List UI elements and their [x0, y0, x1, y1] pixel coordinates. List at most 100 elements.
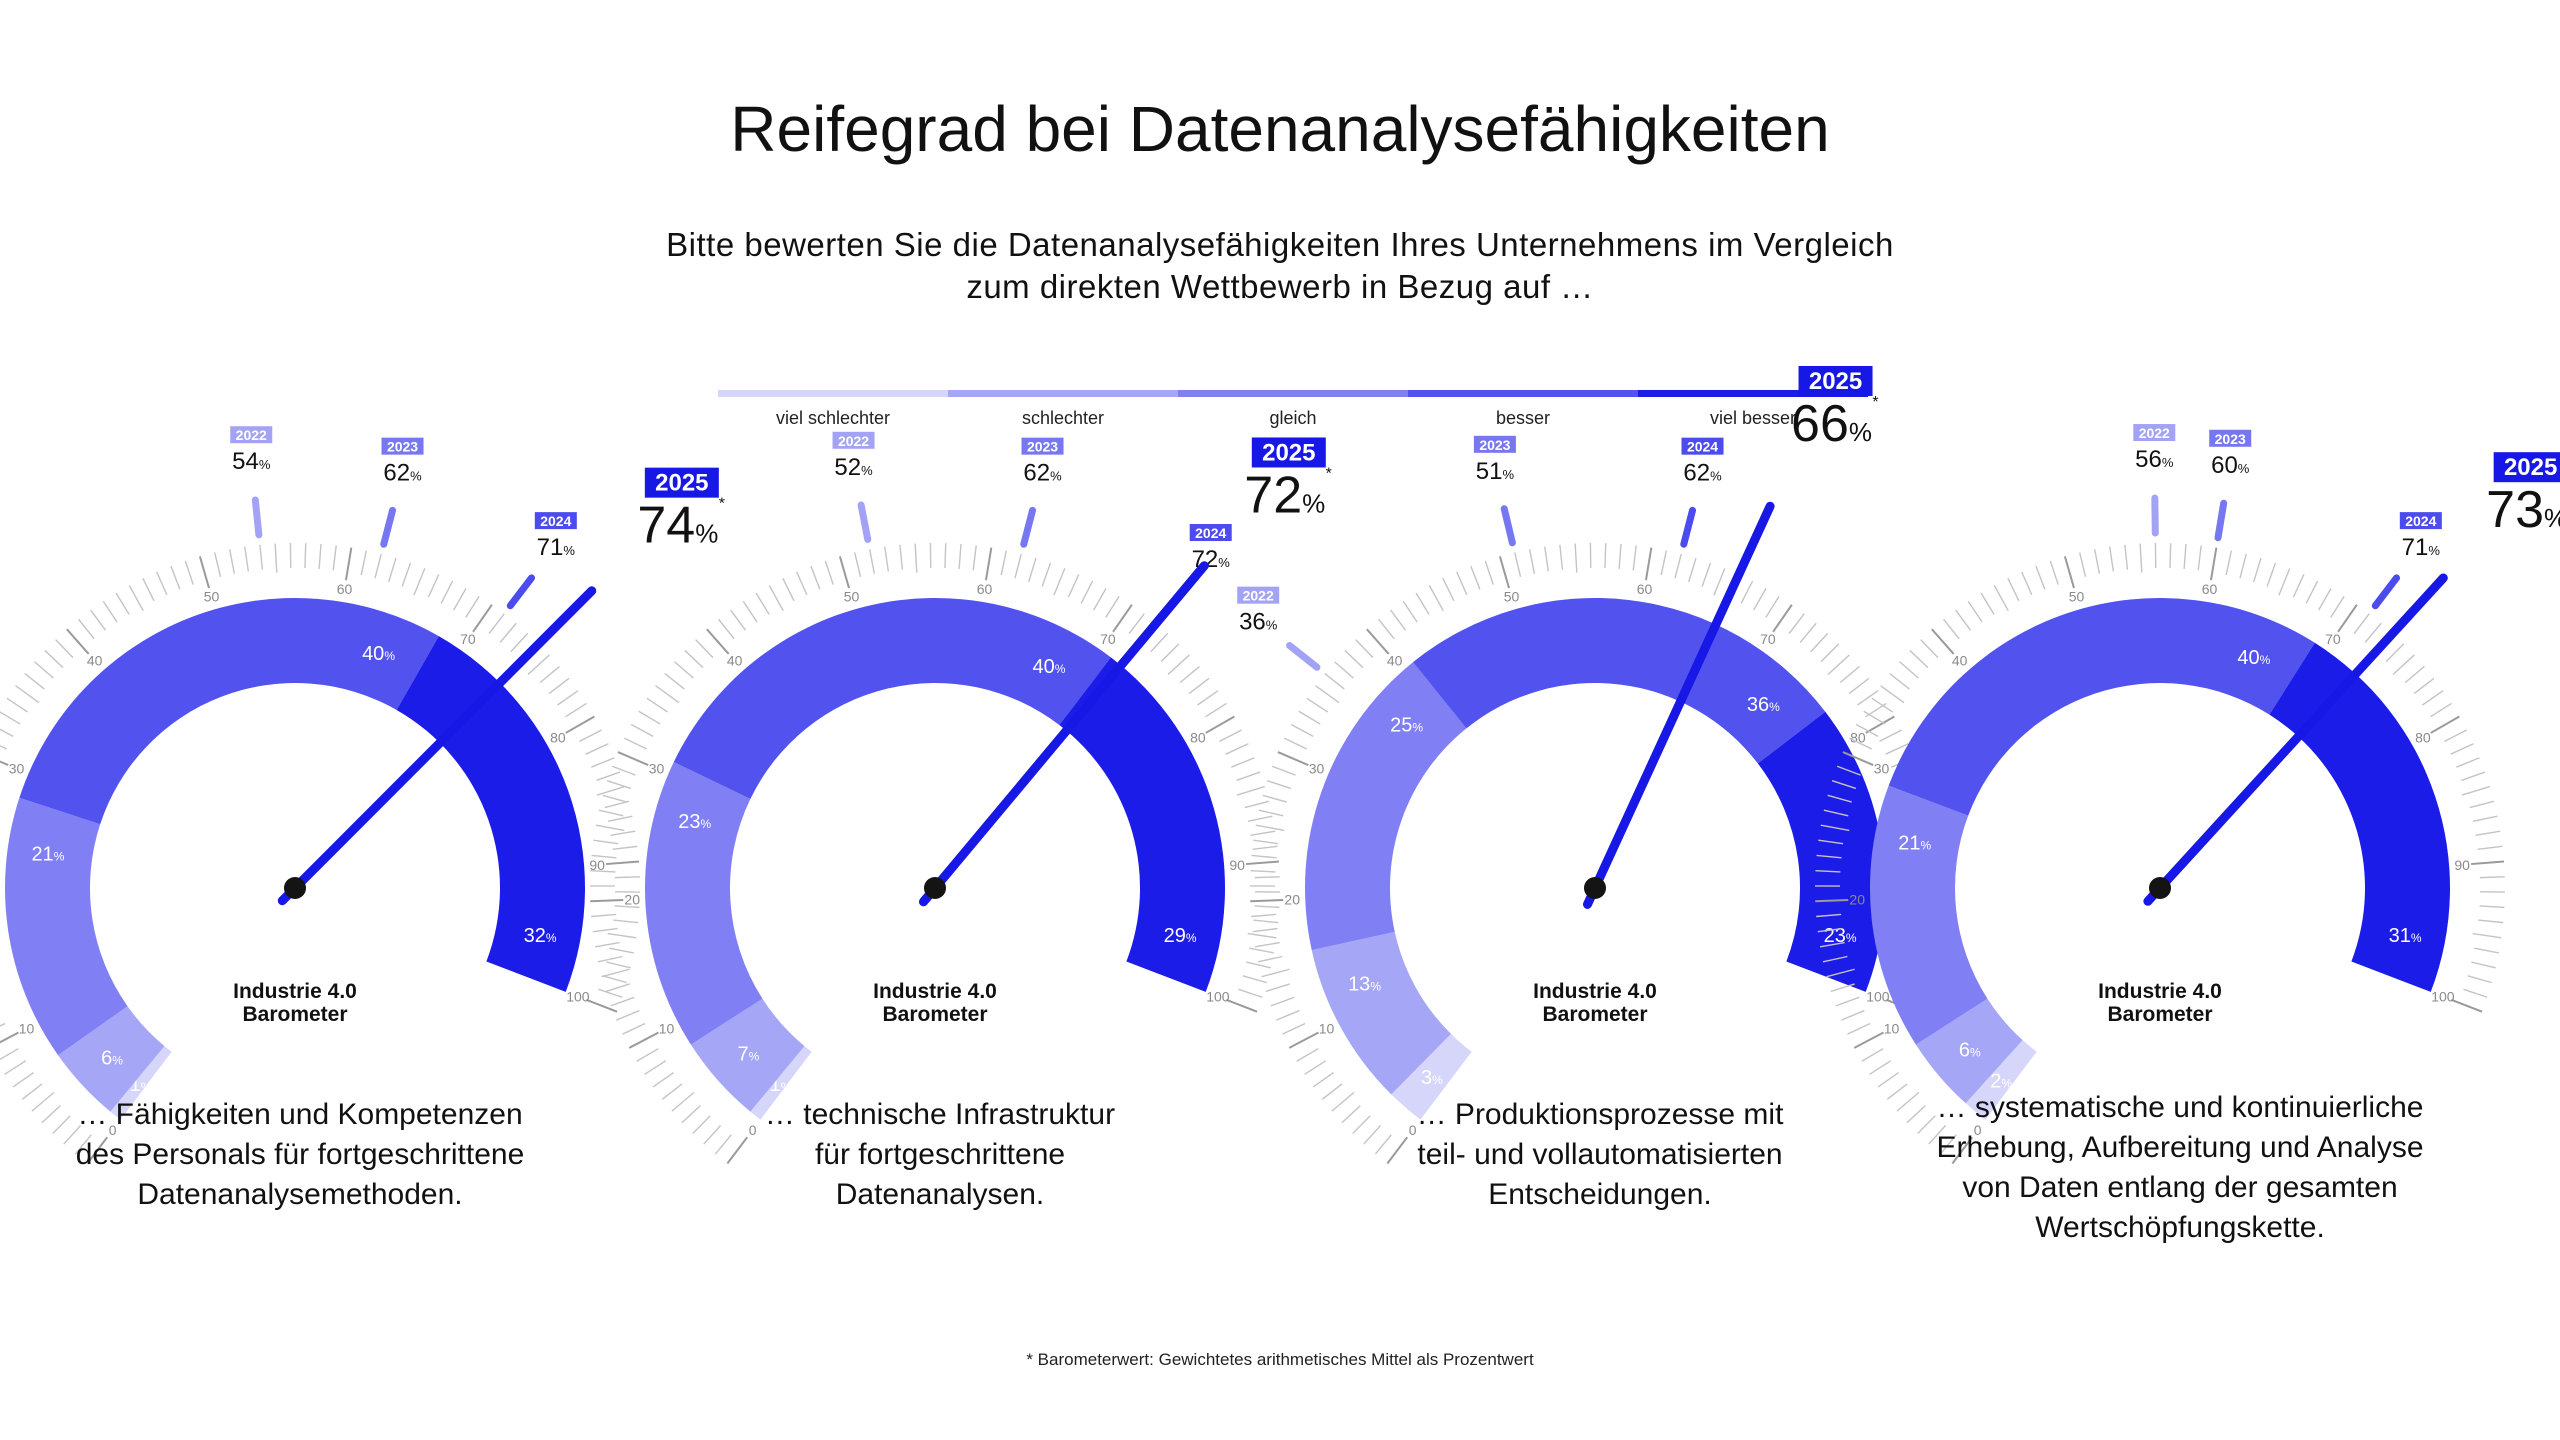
caption-1-line-3: Datenanalysemethoden. [137, 1178, 463, 1211]
scale-tick [1820, 643, 1840, 663]
scale-tick [0, 1031, 19, 1044]
scale-tick [1247, 932, 1277, 939]
scale-tick [465, 595, 480, 618]
year-badge-label: 2022 [2139, 425, 2170, 441]
scale-tick [244, 546, 250, 572]
legend-swatch-besser [1408, 390, 1638, 397]
scale-tick [2007, 578, 2020, 602]
scale-tick [1315, 685, 1340, 704]
scale-tick [1470, 565, 1481, 590]
current-value: 74% [637, 497, 718, 555]
scale-tick [1835, 996, 1860, 1007]
scale-tick [655, 685, 680, 704]
gauge-segment-3 [1305, 662, 1467, 951]
scale-tick [1402, 600, 1418, 623]
gauge-1: 0 10 20 30 40 50 60 70 80 90 100 1% 6% 21% 40% 32% Indus… [0, 426, 725, 1165]
scale-tick [1827, 654, 1850, 676]
scale-tick [427, 574, 440, 598]
scale-tick [1312, 1071, 1334, 1088]
history-value-2023: 60% [2211, 452, 2250, 479]
scale-tick [717, 618, 735, 640]
caption-1-line-1: … Fähigkeiten und Kompetenzen [77, 1098, 523, 1131]
scale-tick [579, 729, 603, 743]
scale-tick [1942, 618, 1960, 640]
scale-tick [1262, 794, 1287, 803]
scale-tick [2266, 562, 2277, 587]
scale-tick [1822, 955, 1848, 963]
scale-label: 20 [624, 892, 640, 908]
scale-tick [1861, 1048, 1884, 1062]
scale-tick [681, 1105, 701, 1124]
scale-tick [1250, 898, 1284, 903]
scale-tick [1815, 898, 1849, 903]
scale-tick [1618, 543, 1622, 569]
scale-tick [1251, 913, 1277, 918]
scale-label: 70 [460, 631, 476, 647]
scale-tick [2471, 961, 2496, 969]
scale-tick [646, 697, 669, 713]
scale-tick [510, 632, 529, 653]
scale-tick [304, 543, 307, 569]
segment-value-label: 1% [130, 1074, 152, 1096]
segment-value-label: 36% [1747, 694, 1780, 716]
scale-tick [1253, 919, 1279, 924]
scale-label: 50 [2069, 589, 2085, 605]
scale-label: 90 [1229, 857, 1245, 873]
scale-tick [1254, 876, 1280, 879]
history-value-2023: 62% [1023, 460, 1062, 487]
year-badge-label: 2022 [1243, 588, 1274, 604]
scale-label: 30 [9, 761, 25, 777]
scale-tick [1848, 737, 1873, 750]
scale-tick [598, 988, 623, 998]
segment-value-label: 23% [678, 811, 711, 833]
scale-tick [1252, 927, 1278, 933]
scale-tick [593, 839, 619, 845]
caption-2: … technische Infrastruktur für fortgesch… [660, 1095, 1220, 1215]
scale-tick [1246, 860, 1280, 866]
segment-value-label: 31% [2389, 925, 2422, 947]
scale-tick [2124, 544, 2129, 570]
scale-tick [1632, 545, 1637, 571]
scale-tick [1841, 1009, 1865, 1021]
scale-tick [1428, 585, 1444, 612]
scale-tick [1810, 632, 1829, 653]
scale-tick [610, 996, 635, 1007]
scale-tick [55, 639, 74, 659]
scale-tick [601, 968, 630, 978]
gauge-segment-4 [1888, 597, 2315, 816]
scale-tick [2461, 785, 2490, 796]
scale-tick [595, 824, 625, 832]
scale-tick [606, 860, 640, 866]
year-badge-label: 2022 [838, 433, 869, 449]
scale-tick [884, 546, 890, 572]
scale-tick [591, 913, 617, 918]
scale-tick [539, 665, 560, 684]
scale-tick [1528, 549, 1536, 574]
scale-tick [156, 571, 168, 596]
gauge-center-label: Industrie 4.0 [1533, 980, 1657, 1003]
scale-tick [1167, 654, 1190, 676]
legend-swatch-viel-schlechter [718, 390, 948, 397]
scale-label: 40 [1952, 653, 1968, 669]
history-marker-2022 [251, 496, 263, 539]
scale-tick [2035, 565, 2046, 590]
scale-tick [1955, 609, 1972, 631]
scale-tick [1514, 552, 1522, 577]
scale-tick [899, 544, 904, 570]
scale-tick [2477, 845, 2503, 851]
legend-label-gleich: gleich [1269, 408, 1317, 428]
footnote-marker: * [719, 496, 725, 513]
scale-tick [1818, 839, 1844, 845]
scale-tick [2461, 771, 2486, 782]
scale-tick [6, 697, 29, 713]
scale-label: 0 [1974, 1122, 1982, 1138]
scale-tick [1931, 628, 1955, 655]
scale-label: 90 [589, 857, 605, 873]
scale-tick [604, 800, 630, 809]
scale-tick [692, 1115, 711, 1135]
scale-tick [440, 580, 454, 604]
year-badge-2024 [2399, 512, 2442, 530]
gauge-3: 01020304050607080901003%13%25%36%23%Indu… [1237, 365, 1940, 1165]
history-value-2024: 62% [1683, 460, 1722, 487]
scale-tick [607, 815, 633, 823]
